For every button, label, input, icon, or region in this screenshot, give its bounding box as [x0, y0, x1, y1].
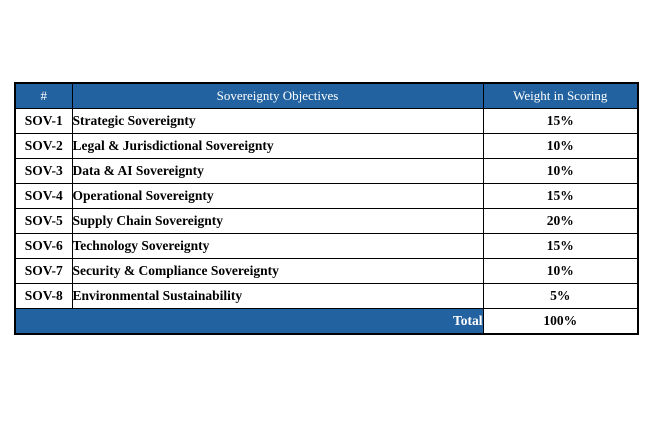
table-row: SOV-4 Operational Sovereignty 15% [14, 183, 639, 209]
row-objective: Data & AI Sovereignty [71, 158, 484, 184]
total-label: Total [14, 308, 484, 335]
header-weight: Weight in Scoring [482, 82, 639, 109]
table-row: SOV-2 Legal & Jurisdictional Sovereignty… [14, 133, 639, 159]
header-row: # Sovereignty Objectives Weight in Scori… [14, 82, 639, 109]
row-id: SOV-1 [14, 108, 73, 134]
row-weight: 10% [482, 258, 639, 284]
table-row: SOV-5 Supply Chain Sovereignty 20% [14, 208, 639, 234]
table-row: SOV-3 Data & AI Sovereignty 10% [14, 158, 639, 184]
row-objective: Technology Sovereignty [71, 233, 484, 259]
row-weight: 20% [482, 208, 639, 234]
row-objective: Strategic Sovereignty [71, 108, 484, 134]
row-weight: 15% [482, 108, 639, 134]
header-id: # [14, 82, 73, 109]
row-objective: Security & Compliance Sovereignty [71, 258, 484, 284]
table-row: SOV-8 Environmental Sustainability 5% [14, 283, 639, 309]
row-weight: 15% [482, 183, 639, 209]
table-row: SOV-6 Technology Sovereignty 15% [14, 233, 639, 259]
row-weight: 10% [482, 158, 639, 184]
row-objective: Environmental Sustainability [71, 283, 484, 309]
row-id: SOV-7 [14, 258, 73, 284]
row-weight: 5% [482, 283, 639, 309]
total-weight: 100% [482, 308, 639, 335]
total-row: Total 100% [14, 308, 639, 335]
row-id: SOV-8 [14, 283, 73, 309]
row-objective: Legal & Jurisdictional Sovereignty [71, 133, 484, 159]
header-objective: Sovereignty Objectives [71, 82, 484, 109]
row-id: SOV-2 [14, 133, 73, 159]
row-id: SOV-6 [14, 233, 73, 259]
row-objective: Operational Sovereignty [71, 183, 484, 209]
row-id: SOV-4 [14, 183, 73, 209]
row-weight: 15% [482, 233, 639, 259]
table-row: SOV-7 Security & Compliance Sovereignty … [14, 258, 639, 284]
sovereignty-objectives-table: # Sovereignty Objectives Weight in Scori… [14, 82, 639, 335]
table-row: SOV-1 Strategic Sovereignty 15% [14, 108, 639, 134]
row-objective: Supply Chain Sovereignty [71, 208, 484, 234]
row-id: SOV-3 [14, 158, 73, 184]
row-id: SOV-5 [14, 208, 73, 234]
row-weight: 10% [482, 133, 639, 159]
